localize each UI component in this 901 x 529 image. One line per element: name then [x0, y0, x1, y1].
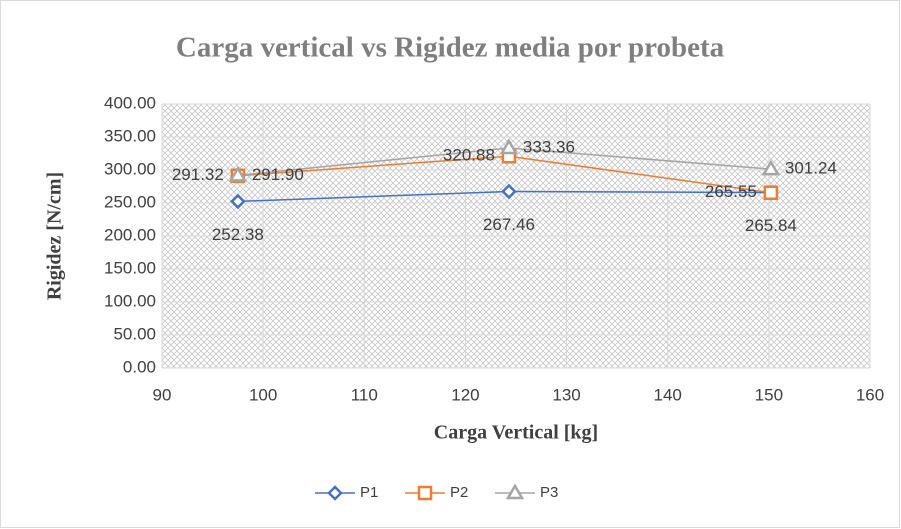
y-axis-label: Rigidez [N/cm] [44, 172, 66, 300]
marker [761, 159, 781, 176]
data-label: 320.88 [443, 146, 495, 165]
marker [230, 193, 246, 210]
marker [499, 138, 519, 155]
x-tick-label: 90 [153, 385, 172, 404]
marker [228, 165, 248, 182]
x-tick-label: 110 [351, 385, 378, 404]
x-tick-label: 150 [755, 385, 783, 404]
data-label: 291.90 [252, 165, 304, 184]
y-tick-label: 100.00 [104, 291, 156, 310]
x-tick-label: 160 [856, 385, 884, 404]
marker [763, 185, 779, 200]
marker [505, 483, 525, 500]
chart-title: Carga vertical vs Rigidez media por prob… [176, 32, 725, 64]
data-label: 291.32 [172, 165, 224, 184]
x-axis-label: Carga Vertical [kg] [434, 422, 598, 444]
data-label: 265.55 [705, 182, 757, 201]
x-tick-label: 140 [654, 385, 682, 404]
y-tick-label: 0.00 [123, 357, 156, 376]
y-tick-label: 200.00 [104, 225, 156, 244]
y-tick-label: 250.00 [104, 192, 156, 211]
data-label: 265.84 [745, 216, 797, 235]
y-tick-label: 350.00 [104, 126, 156, 145]
x-tick-label: 100 [249, 385, 277, 404]
y-tick-label: 400.00 [104, 93, 156, 112]
data-label: 252.38 [212, 225, 264, 244]
legend-label: P2 [450, 484, 468, 501]
y-tick-label: 150.00 [104, 258, 156, 277]
y-tick-label: 50.00 [113, 324, 156, 343]
x-tick-label: 130 [552, 385, 580, 404]
marker [327, 485, 343, 501]
data-label: 333.36 [523, 137, 575, 156]
marker [417, 485, 433, 501]
data-label: 267.46 [483, 215, 535, 234]
legend-label: P3 [540, 484, 558, 501]
y-tick-label: 300.00 [104, 159, 156, 178]
data-label: 301.24 [785, 159, 837, 178]
x-tick-label: 120 [451, 385, 479, 404]
legend-label: P1 [360, 484, 378, 501]
marker [501, 183, 517, 200]
